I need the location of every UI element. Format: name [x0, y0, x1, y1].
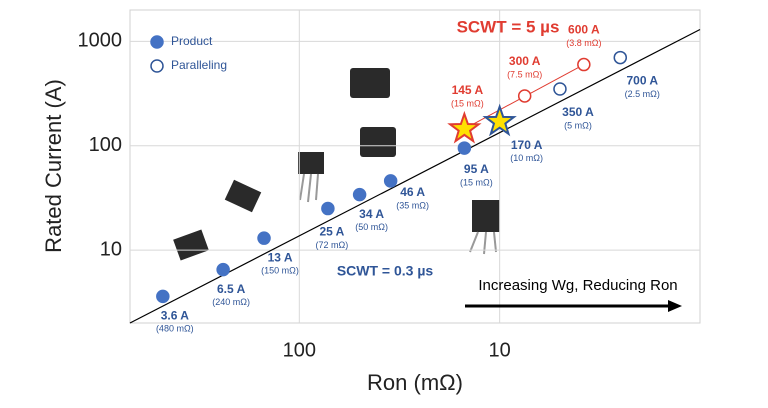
data-sublabel: (72 mΩ) — [316, 240, 349, 250]
annotation: SCWT = 0.3 µs — [337, 263, 434, 279]
x-tick-label: 10 — [489, 339, 511, 361]
data-sublabel: (480 mΩ) — [156, 324, 194, 334]
y-tick-label: 10 — [100, 238, 122, 260]
y-tick-label: 1000 — [78, 30, 123, 52]
legend-label: Product — [171, 34, 213, 48]
device-icon — [350, 68, 390, 98]
data-sublabel: (5 mΩ) — [564, 120, 592, 130]
marker — [156, 289, 170, 304]
marker — [257, 231, 271, 245]
data-sublabel: (50 mΩ) — [355, 222, 388, 232]
data-sublabel: (2.5 mΩ) — [625, 89, 660, 99]
data-sublabel: (35 mΩ) — [396, 200, 429, 210]
marker — [613, 50, 628, 65]
data-label: 13 A — [268, 250, 293, 264]
data-sublabel: (3.8 mΩ) — [566, 38, 601, 48]
device-icon — [298, 152, 324, 174]
plot-frame — [129, 9, 701, 324]
marker — [553, 82, 567, 96]
device-icon — [472, 200, 500, 232]
device-icon — [173, 229, 209, 261]
data-label: 6.5 A — [217, 282, 246, 296]
data-sublabel: (10 mΩ) — [510, 153, 543, 163]
legend-label: Paralleling — [171, 58, 227, 72]
arrow-head — [668, 300, 682, 312]
marker — [352, 187, 367, 202]
device-leads — [299, 173, 497, 255]
device-icon — [224, 179, 262, 213]
device-icons — [173, 68, 500, 261]
data-sublabel: (150 mΩ) — [261, 266, 299, 276]
marker — [321, 201, 335, 216]
data-label: 95 A — [464, 162, 489, 176]
data-sublabel: (240 mΩ) — [212, 297, 250, 307]
data-label: 700 A — [626, 74, 658, 88]
data-label: 350 A — [562, 105, 594, 119]
marker — [517, 89, 532, 103]
legend-marker — [150, 35, 164, 49]
data-label: 34 A — [359, 207, 384, 221]
data-label: 170 A — [511, 138, 543, 152]
legend-marker — [150, 59, 164, 73]
star-marker — [447, 110, 482, 144]
y-axis-title: Rated Current (A) — [41, 79, 66, 253]
data-label: 145 A — [452, 83, 484, 97]
data-label: 3.6 A — [161, 309, 190, 323]
data-sublabel: (7.5 mΩ) — [507, 69, 542, 79]
data-label: 25 A — [319, 225, 344, 239]
data-label: 600 A — [568, 23, 600, 37]
data-sublabel: (15 mΩ) — [451, 98, 484, 108]
data-label: 300 A — [509, 54, 541, 68]
star-marker — [482, 103, 517, 137]
marker — [216, 262, 230, 277]
x-tick-label: 100 — [283, 339, 316, 361]
marker — [577, 57, 591, 72]
device-icon — [360, 127, 396, 157]
y-tick-label: 100 — [89, 134, 122, 156]
annotation: Increasing Wg, Reducing Ron — [478, 277, 677, 294]
marker — [383, 174, 398, 188]
data-label: 46 A — [400, 185, 425, 199]
marker — [457, 141, 472, 155]
data-sublabel: (15 mΩ) — [460, 177, 493, 187]
annotation: SCWT = 5 µs — [457, 17, 560, 36]
x-axis-title: Ron (mΩ) — [367, 370, 463, 395]
